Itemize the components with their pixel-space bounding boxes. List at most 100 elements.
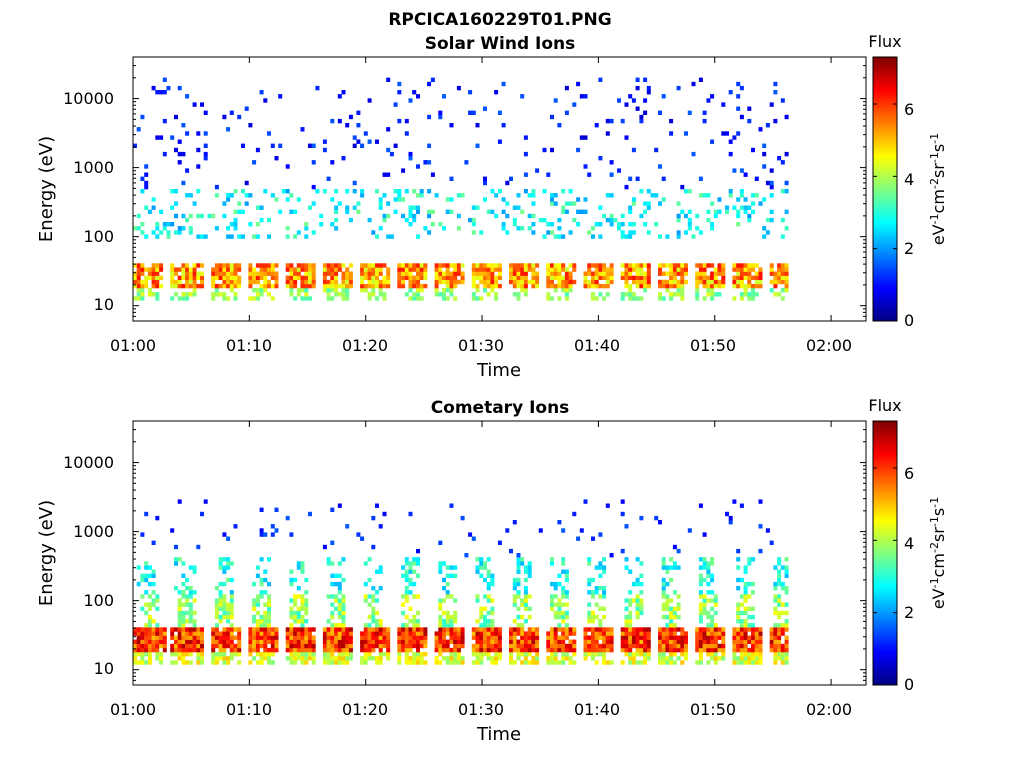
flux-cell (639, 598, 644, 603)
flux-cell (375, 590, 379, 595)
flux-cell (311, 656, 316, 661)
flux-cell (330, 279, 335, 285)
flux-cell (676, 565, 681, 570)
flux-cell (497, 656, 502, 661)
flux-cell (635, 660, 640, 665)
flux-cell (177, 226, 182, 231)
flux-cell (274, 528, 279, 533)
flux-cell (784, 189, 789, 194)
flux-cell (140, 647, 145, 653)
flux-cell (758, 631, 763, 636)
flux-cell (550, 598, 554, 603)
flux-cell (669, 263, 674, 268)
flux-cell (620, 234, 625, 239)
flux-cell (401, 610, 406, 616)
flux-cell (739, 283, 744, 289)
flux-cell (594, 279, 599, 285)
flux-cell (322, 627, 327, 632)
flux-cell (304, 275, 309, 280)
flux-cell (296, 635, 301, 640)
flux-cell (181, 151, 186, 157)
flux-cell (229, 263, 234, 268)
flux-cell (442, 639, 446, 644)
flux-cell (416, 610, 420, 616)
flux-cell (404, 271, 409, 276)
flux-cell (557, 660, 562, 665)
flux-cell (553, 660, 558, 665)
flux-cell (698, 635, 703, 640)
flux-cell (296, 594, 301, 599)
flux-cell (479, 230, 484, 235)
flux-cell (661, 594, 666, 599)
flux-cell (330, 283, 335, 289)
flux-cell (140, 627, 145, 632)
flux-cell (311, 635, 316, 640)
flux-cell (304, 283, 309, 289)
flux-cell (635, 639, 640, 644)
flux-cell (423, 660, 428, 665)
flux-cell (375, 267, 379, 272)
flux-cell (479, 614, 484, 620)
flux-cell (669, 279, 674, 285)
colorbar-step (873, 247, 897, 250)
flux-cell (639, 263, 644, 268)
flux-cell (311, 652, 316, 657)
flux-cell (676, 602, 681, 607)
flux-cell (591, 627, 595, 632)
flux-cell (133, 271, 137, 276)
flux-cell (427, 213, 432, 219)
flux-cell (725, 131, 729, 136)
flux-cell (404, 627, 409, 632)
flux-cell (710, 226, 715, 231)
flux-cell (602, 631, 607, 636)
flux-cell (360, 279, 365, 285)
flux-cell (721, 643, 726, 649)
flux-cell (531, 271, 536, 276)
flux-cell (639, 606, 644, 611)
flux-cell (639, 118, 644, 124)
flux-cell (348, 114, 353, 120)
flux-cell (713, 275, 718, 280)
flux-cell (267, 656, 271, 661)
flux-cell (661, 631, 666, 636)
colorbar-label: eV-1cm-2sr-1s-1 (928, 133, 948, 245)
flux-cell (337, 503, 342, 508)
flux-cell (267, 660, 271, 665)
colorbar-step (873, 535, 897, 538)
colorbar-step (873, 451, 897, 454)
flux-cell (751, 193, 755, 198)
flux-cell (661, 602, 666, 607)
flux-cell (326, 296, 331, 301)
flux-cell (326, 660, 331, 665)
flux-cell (404, 267, 409, 272)
flux-cell (765, 123, 770, 128)
flux-cell (341, 156, 346, 161)
colorbar-step (873, 515, 897, 518)
flux-cell (561, 590, 566, 595)
flux-cell (375, 656, 379, 661)
flux-cell (486, 283, 491, 289)
flux-cell (479, 561, 484, 566)
flux-cell (218, 619, 223, 624)
flux-cell (669, 647, 674, 653)
flux-cell (564, 643, 569, 649)
flux-cell (423, 275, 428, 280)
flux-cell (743, 652, 748, 657)
flux-cell (192, 279, 197, 285)
flux-cell (672, 544, 677, 550)
flux-cell (378, 197, 383, 202)
flux-cell (602, 283, 607, 289)
flux-cell (553, 652, 558, 657)
flux-cell (672, 614, 677, 620)
flux-cell (185, 652, 190, 657)
flux-cell (155, 631, 160, 636)
colorbar-step (873, 521, 897, 524)
flux-cell (561, 209, 566, 214)
flux-cell (174, 627, 178, 632)
flux-cell (174, 213, 178, 219)
flux-cell (713, 279, 718, 285)
flux-cell (758, 639, 763, 644)
flux-cell (602, 652, 607, 657)
flux-cell (404, 598, 409, 603)
flux-cell (337, 201, 342, 206)
